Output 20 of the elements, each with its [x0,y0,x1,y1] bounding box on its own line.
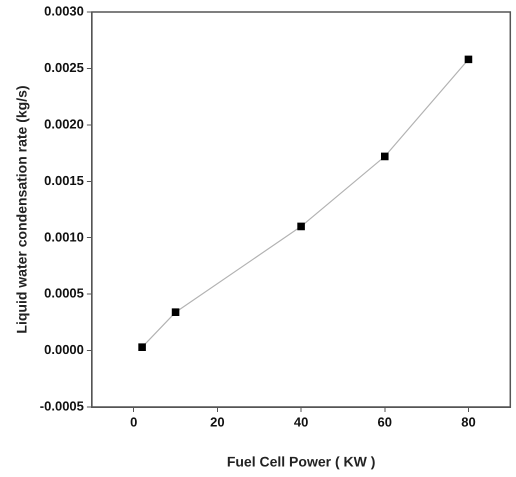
y-tick-label: 0.0010 [44,229,84,244]
point [297,222,305,230]
x-tick-label: 20 [210,414,225,430]
point [172,308,180,316]
x-tick-label: 40 [294,414,308,430]
y-tick-label: 0.0030 [44,4,84,19]
y-tick-label: 0.0015 [44,172,84,188]
y-tick-label: 0.0020 [44,116,84,132]
x-tick-label: 80 [461,414,476,430]
x-axis-title: Fuel Cell Power ( KW ) [226,453,376,470]
y-tick-label: 0.0000 [44,342,84,358]
y-axis-title: Liquid water condensation rate (kg/s) [13,85,30,334]
y-tick-label: 0.0025 [44,60,84,76]
x-tick-label: 60 [378,414,392,430]
point [138,343,146,351]
y-tick-label: -0.0005 [40,398,84,414]
point [380,152,389,160]
x-tick-label: 0 [130,414,138,430]
y-tick-label: 0.0005 [44,286,84,301]
point [464,56,472,64]
